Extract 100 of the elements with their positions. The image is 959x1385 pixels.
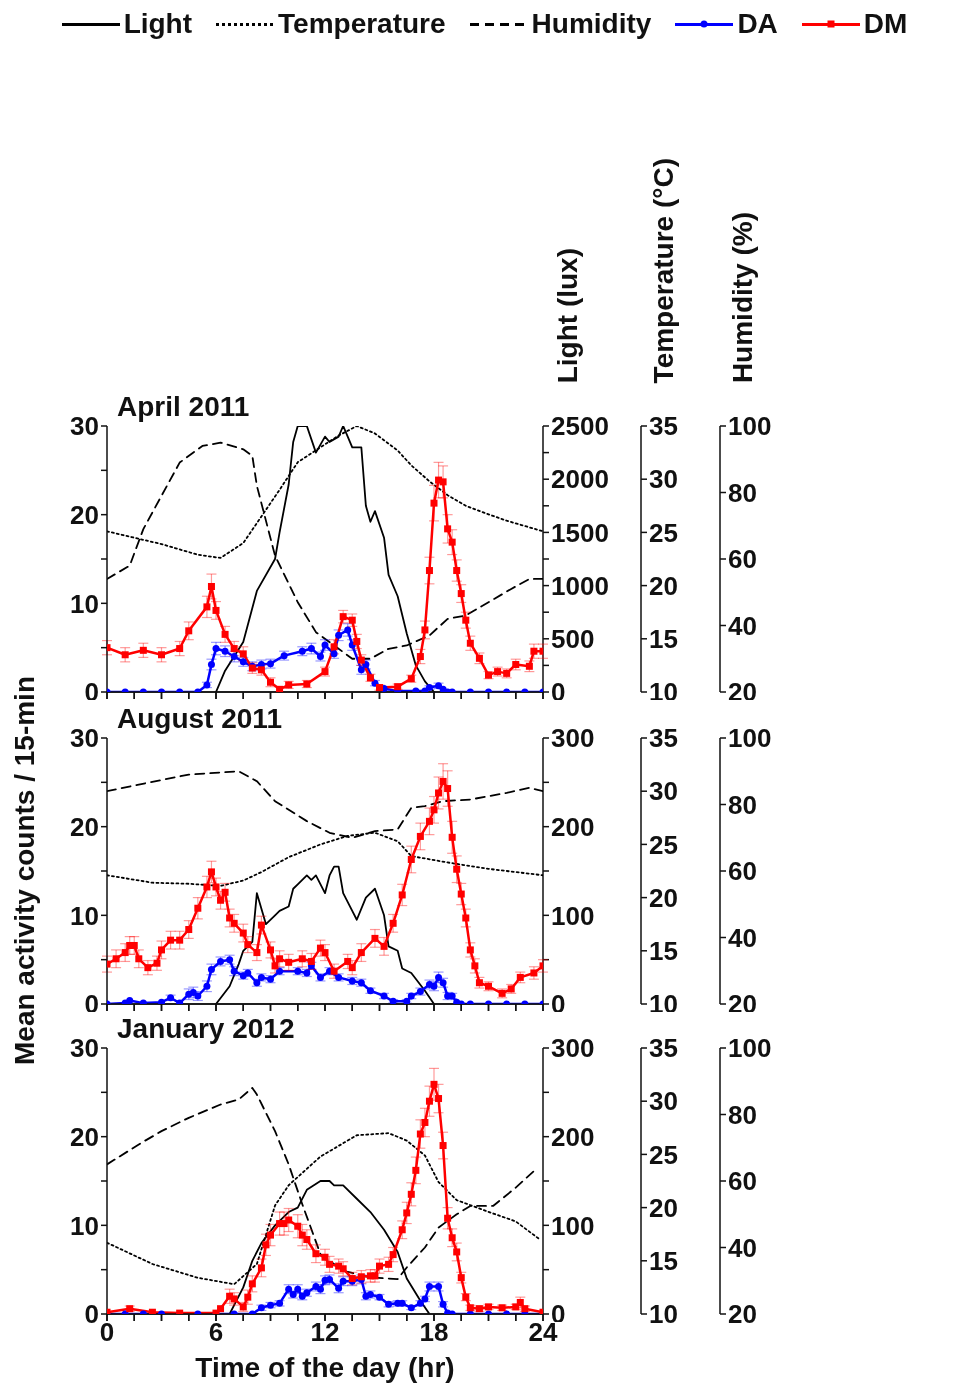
point [530,647,538,655]
point [221,888,229,896]
y-tick-label: 10 [70,588,99,619]
point [344,957,352,965]
point [144,964,152,972]
y2-tick-label: 35 [649,723,678,754]
point [416,1130,424,1138]
point [439,777,447,785]
legend-label: Light [123,8,193,40]
y-tick-label: 200 [551,1121,595,1152]
point [203,883,211,891]
y3-tick-label: 60 [728,856,757,887]
point [321,949,329,957]
y-axis-title: Mean activity counts / 15-min [9,675,41,1065]
point [248,1280,256,1288]
y3-axis-title: Humidity (%) [727,211,759,383]
point [203,603,211,611]
y-tick-label: 30 [70,411,99,442]
x-tick-label: 12 [310,1317,340,1348]
y2-tick-label: 20 [649,570,678,601]
point [430,806,438,814]
point [421,1118,429,1126]
point [416,832,424,840]
y-tick-label: 1500 [551,517,609,548]
y2-tick-label: 30 [649,1086,678,1117]
point [380,942,388,950]
chart-title: April 2011 [117,391,250,422]
x-tick-label: 6 [208,1317,224,1348]
y-tick-label: 10 [70,900,99,931]
point [207,868,215,876]
point [271,962,279,970]
y-tick-label: 20 [70,499,99,530]
y2-tick-label: 25 [649,517,678,548]
point [425,567,433,575]
point [326,1260,334,1268]
point [407,855,415,863]
point [412,1166,420,1174]
point [453,1248,461,1256]
legend-label: Humidity [531,8,652,40]
point [312,1250,320,1258]
y3-tick-label: 60 [728,544,757,575]
point [462,616,470,624]
point [176,645,184,653]
point [285,958,293,966]
point [471,962,479,970]
point [185,926,193,934]
y3-tick-label: 40 [728,610,757,641]
y-tick-label: 2000 [551,464,609,495]
y-tick-label: 30 [70,1033,99,1064]
point [298,955,306,963]
y-tick-label: 30 [70,723,99,754]
point [139,646,147,654]
point [439,478,447,486]
y-tick-label: 300 [551,723,595,754]
point [453,865,461,873]
point [121,949,129,957]
point [153,959,161,967]
y2-tick-label: 20 [649,1192,678,1223]
y-tick-label: 20 [70,1121,99,1152]
y-tick-label: 300 [551,1033,595,1064]
point [267,1231,274,1239]
x-tick-label: 18 [419,1317,449,1348]
point [453,567,461,575]
point [457,590,465,598]
point [398,1226,406,1234]
point [158,998,165,1004]
y3-tick-label: 80 [728,1099,757,1130]
y3-tick-label: 80 [728,477,757,508]
y2-tick-label: 30 [649,776,678,807]
point [212,883,220,891]
y-tick-label: 2500 [551,411,609,442]
point [185,627,193,635]
point [207,582,215,590]
point [253,949,261,957]
y3-tick-label: 100 [728,411,772,442]
y-tick-label: 20 [70,811,99,842]
point [121,651,129,659]
point [389,1251,397,1259]
y3-tick-label: 40 [728,1232,757,1263]
point [435,789,443,797]
point [403,1209,411,1217]
y2-tick-label: 10 [649,1299,678,1330]
y2-tick-label: 30 [649,464,678,495]
y3-tick-label: 100 [728,723,772,754]
point [135,955,143,963]
point [257,921,265,929]
point [444,1214,452,1222]
point [194,904,202,912]
point [466,639,474,647]
point [303,1236,311,1244]
point [357,949,365,957]
point [371,934,379,942]
point [230,919,238,927]
point [226,914,234,922]
point [339,613,347,621]
y2-tick-label: 15 [649,624,678,655]
point [353,637,361,645]
point [257,1264,265,1272]
legend-label: Temperature [278,8,446,40]
point [435,1095,443,1103]
